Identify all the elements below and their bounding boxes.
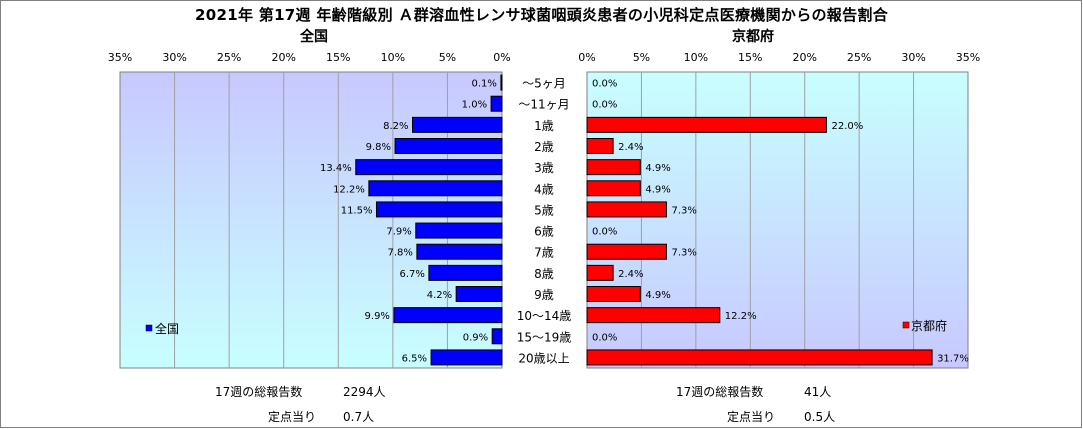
left-bar [412,116,503,133]
right-data-label: 4.9% [645,163,670,174]
left-data-label: 7.8% [387,248,412,259]
right-x-tick-label: 35% [956,51,980,64]
right-data-label: 4.9% [645,290,670,301]
right-data-label: 31.7% [937,353,969,364]
right-per-value: 0.5人 [804,410,836,424]
category-label: 5歳 [534,203,554,217]
left-data-label: 12.2% [333,184,365,195]
left-legend-swatch [145,324,153,332]
left-data-label: 6.5% [402,353,427,364]
category-label: 10～14歳 [517,309,572,323]
left-x-tick-label: 15% [326,51,350,64]
right-x-tick-label: 5% [633,51,650,64]
left-per-label: 定点当り [268,410,317,424]
left-bar [416,243,503,260]
category-label: ～11ヶ月 [518,98,569,112]
left-data-label: 8.2% [383,121,408,132]
right-data-label: 2.4% [618,269,643,280]
right-data-label: 7.3% [671,248,696,259]
category-label: 3歳 [534,161,554,175]
left-bar [455,286,503,302]
left-x-tick-label: 0% [493,51,510,64]
right-per-label: 定点当り [727,410,776,424]
category-label: 15～19歳 [517,330,572,344]
right-bar [586,201,667,218]
left-bar [375,201,503,218]
right-bar [586,138,614,154]
left-bar [428,264,503,281]
right-bar [586,180,641,197]
right-x-tick-label: 30% [901,51,925,64]
left-data-label: 1.0% [462,100,487,111]
right-bar [586,307,721,324]
left-bar [355,159,503,176]
right-x-tick-label: 25% [847,51,871,64]
left-x-tick-label: 25% [217,51,241,64]
category-label: ～5ヶ月 [522,77,566,91]
right-x-tick-label: 10% [684,51,708,64]
left-data-label: 0.9% [463,332,488,343]
left-data-label: 11.5% [341,205,373,216]
right-x-tick-label: 0% [578,51,595,64]
left-total-label: 17週の総報告数 [215,385,303,399]
left-x-tick-label: 35% [108,51,132,64]
category-label: 20歳以上 [518,351,569,365]
right-bar [586,349,933,366]
right-panel-title: 京都府 [732,29,774,45]
category-label: 6歳 [534,225,554,239]
left-legend-label: 全国 [155,321,179,336]
category-label: 4歳 [534,182,554,196]
right-legend-label: 京都府 [911,318,947,333]
right-data-label: 0.0% [592,227,617,238]
left-x-tick-label: 10% [381,51,405,64]
right-x-tick-label: 15% [738,51,762,64]
right-bar [586,159,641,176]
left-bar [500,74,503,91]
right-data-label: 0.0% [592,100,617,111]
left-bar [490,95,503,112]
left-data-label: 4.2% [427,290,452,301]
category-label: 1歳 [534,119,554,133]
left-bar [430,349,503,366]
left-bar [394,138,503,154]
right-bar [586,243,667,260]
right-total-label: 17週の総報告数 [676,385,764,399]
left-per-value: 0.7人 [343,410,375,424]
right-data-label: 0.0% [592,79,617,90]
left-total-value: 2294人 [343,385,386,399]
right-bar [586,116,827,133]
right-legend-swatch [902,321,910,329]
left-data-label: 9.8% [366,142,391,153]
left-bar [491,328,503,345]
left-data-label: 6.7% [399,269,424,280]
right-bar [586,264,614,281]
right-total-value: 41人 [804,385,832,399]
right-data-label: 12.2% [725,311,757,322]
left-data-label: 7.9% [386,227,411,238]
left-bar [393,307,503,324]
category-label: 8歳 [534,267,554,281]
category-label: 9歳 [534,288,554,302]
right-data-label: 7.3% [671,205,696,216]
right-data-label: 2.4% [618,142,643,153]
right-data-label: 22.0% [831,121,863,132]
left-bar [368,180,503,197]
category-label: 2歳 [534,140,554,154]
left-data-label: 0.1% [472,79,497,90]
right-data-label: 0.0% [592,332,617,343]
chart-title: 2021年 第17週 年齢階級別 Ａ群溶血性レンサ球菌咽頭炎患者の小児科定点医療… [195,6,888,24]
left-data-label: 13.4% [320,163,352,174]
right-x-tick-label: 20% [792,51,816,64]
category-label: 7歳 [534,246,554,260]
left-bar [415,222,503,239]
right-data-label: 4.9% [645,184,670,195]
left-x-tick-label: 20% [271,51,295,64]
left-data-label: 9.9% [365,311,390,322]
left-panel-title: 全国 [300,29,328,45]
right-bar [586,286,641,302]
left-x-tick-label: 5% [439,51,456,64]
left-x-tick-label: 30% [162,51,186,64]
